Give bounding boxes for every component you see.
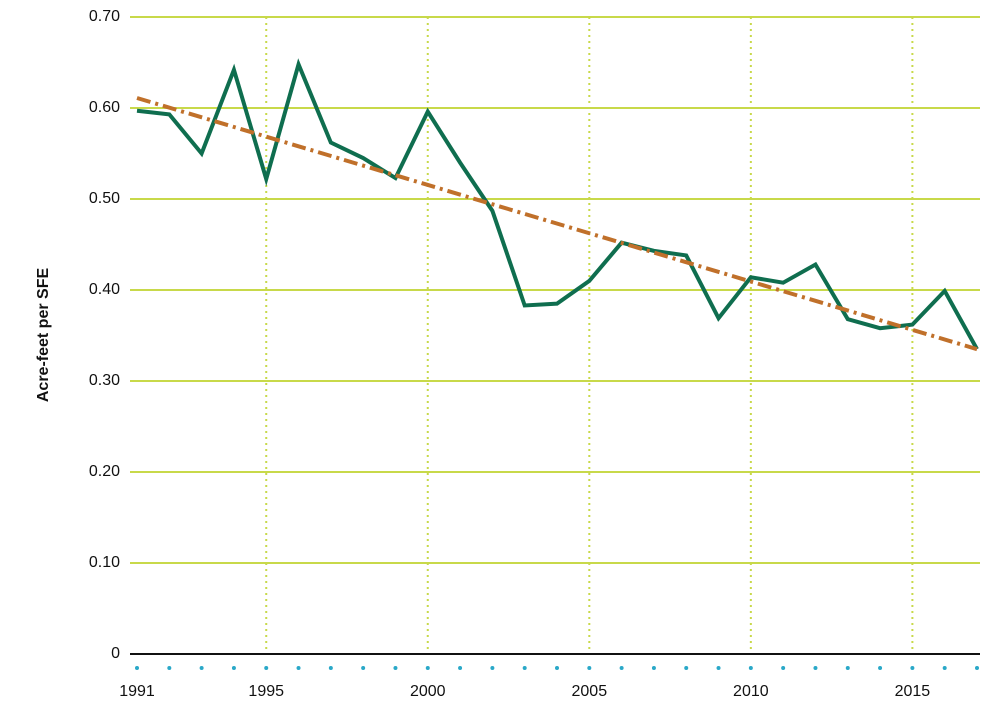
x-minor-tick [975, 666, 979, 670]
x-tick-label: 1991 [119, 683, 155, 700]
x-minor-tick [458, 666, 463, 670]
y-tick-label: 0.30 [89, 372, 120, 389]
x-minor-tick [845, 666, 850, 670]
x-minor-tick [716, 666, 721, 670]
x-tick-label: 2010 [733, 683, 769, 700]
x-minor-tick [781, 666, 786, 670]
y-tick-label: 0 [111, 645, 120, 662]
x-tick-label: 1995 [248, 683, 284, 700]
x-tick-label: 2015 [895, 683, 931, 700]
x-minor-tick [555, 666, 559, 670]
x-minor-tick [813, 666, 818, 670]
x-minor-tick [328, 666, 333, 670]
x-minor-tick [522, 666, 527, 670]
x-minor-tick [587, 666, 592, 670]
y-tick-label: 0.40 [89, 281, 120, 298]
x-minor-tick [296, 666, 301, 670]
x-minor-tick [135, 666, 139, 670]
y-tick-label: 0.20 [89, 463, 120, 480]
x-minor-tick [199, 666, 204, 670]
x-minor-tick [167, 666, 172, 670]
x-minor-tick [393, 666, 398, 670]
x-minor-tick [942, 666, 947, 670]
x-tick-label: 2005 [572, 683, 608, 700]
x-minor-tick [231, 666, 236, 670]
x-tick-label: 2000 [410, 683, 446, 700]
x-minor-tick [361, 666, 366, 670]
y-axis-label: Acre-feet per SFE [35, 268, 52, 403]
x-minor-tick [748, 666, 753, 670]
x-minor-tick [425, 666, 430, 670]
x-minor-tick [910, 666, 915, 670]
y-tick-label: 0.50 [89, 190, 120, 207]
y-tick-label: 0.60 [89, 99, 120, 116]
x-minor-tick [490, 666, 495, 670]
trend-line [136, 96, 978, 352]
x-minor-tick [264, 666, 269, 670]
x-minor-tick [878, 666, 883, 670]
x-minor-tick [684, 666, 689, 670]
y-tick-label: 0.70 [89, 8, 120, 25]
y-tick-label: 0.10 [89, 554, 120, 571]
x-minor-tick [651, 666, 656, 670]
x-minor-tick [619, 666, 624, 670]
